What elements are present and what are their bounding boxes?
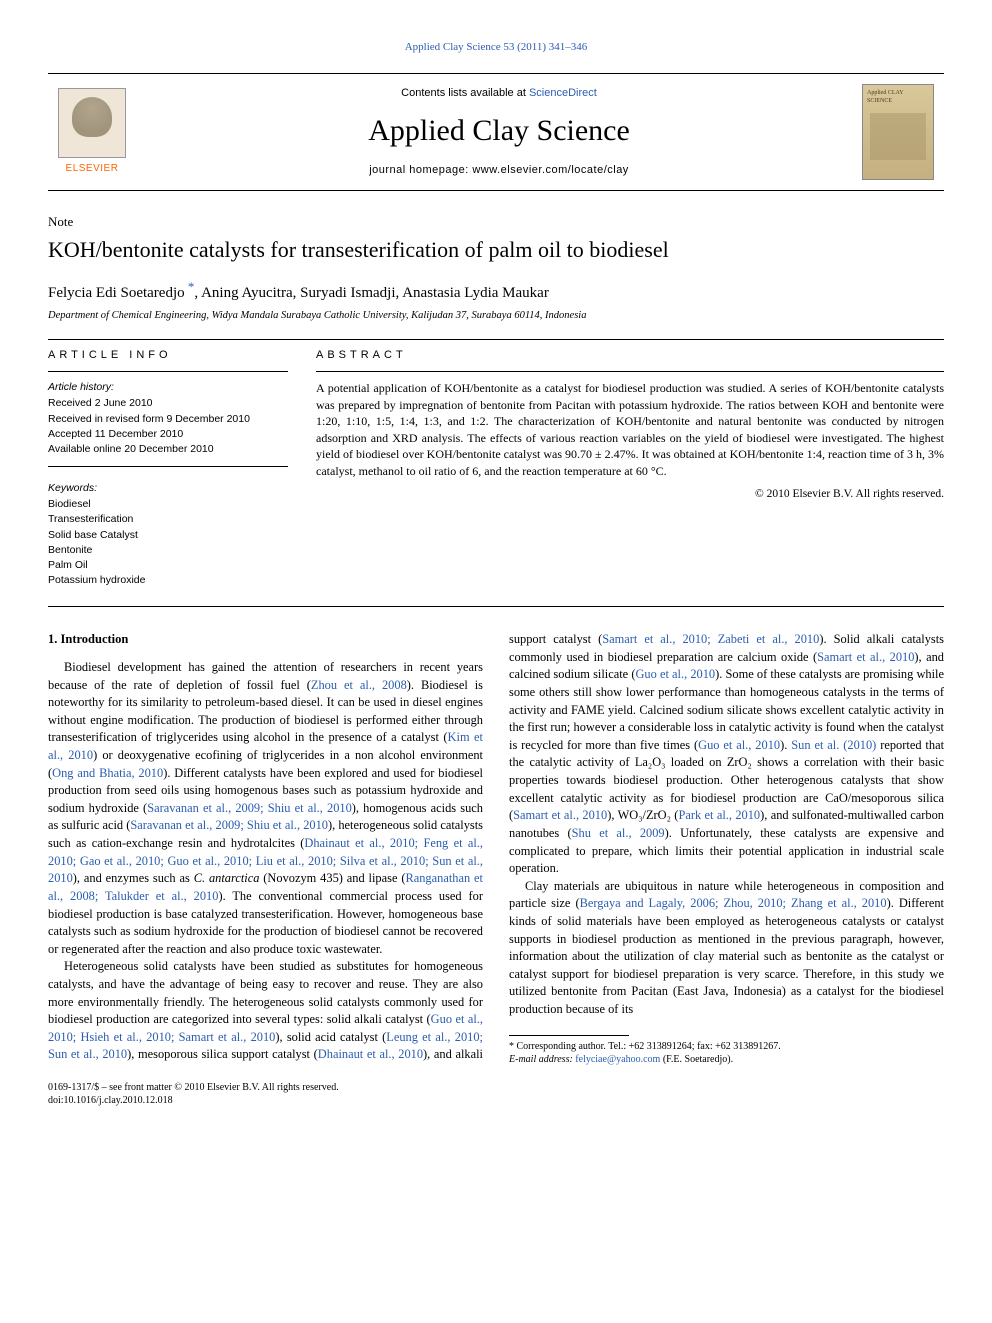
sciencedirect-link[interactable]: ScienceDirect (529, 87, 597, 99)
citation-link[interactable]: Samart et al., 2010 (513, 808, 607, 822)
citation-link[interactable]: Park et al., 2010 (678, 808, 760, 822)
publisher-name: ELSEVIER (66, 162, 119, 176)
keyword: Palm Oil (48, 558, 288, 572)
abstract-copyright: © 2010 Elsevier B.V. All rights reserved… (316, 487, 944, 503)
page-footer: 0169-1317/$ – see front matter © 2010 El… (48, 1081, 944, 1107)
citation-link[interactable]: Saravanan et al., 2009; Shiu et al., 201… (147, 801, 352, 815)
footnote-separator (509, 1035, 629, 1036)
citation-link[interactable]: Shu et al., 2009 (572, 826, 665, 840)
citation-link[interactable]: Samart et al., 2010 (817, 650, 914, 664)
citation-link[interactable]: Dhainaut et al., 2010 (318, 1047, 423, 1061)
author-list: Felycia Edi Soetaredjo *, Aning Ayucitra… (48, 278, 944, 303)
history-label: Article history: (48, 380, 288, 394)
divider (48, 371, 288, 372)
keyword: Potassium hydroxide (48, 573, 288, 587)
author-name[interactable]: Aning Ayucitra (201, 285, 293, 301)
article-type: Note (48, 213, 944, 231)
body-text: 1. Introduction Biodiesel development ha… (48, 631, 944, 1066)
paragraph: Biodiesel development has gained the att… (48, 659, 483, 958)
divider (316, 371, 944, 372)
divider (48, 606, 944, 607)
author-name[interactable]: Anastasia Lydia Maukar (402, 285, 549, 301)
keyword: Bentonite (48, 543, 288, 557)
corresponding-mark-icon: * (185, 279, 195, 294)
citation-link[interactable]: Saravanan et al., 2009; Shiu et al., 201… (130, 818, 328, 832)
keyword: Solid base Catalyst (48, 528, 288, 542)
journal-citation: Applied Clay Science 53 (2011) 341–346 (48, 40, 944, 55)
elsevier-tree-icon (58, 88, 126, 158)
keyword: Transesterification (48, 512, 288, 526)
keyword: Biodiesel (48, 497, 288, 511)
citation-link[interactable]: Bergaya and Lagaly, 2006; Zhou, 2010; Zh… (580, 896, 887, 910)
affiliation: Department of Chemical Engineering, Widy… (48, 309, 944, 323)
author-name[interactable]: Suryadi Ismadji (300, 285, 395, 301)
masthead: ELSEVIER Contents lists available at Sci… (48, 73, 944, 191)
email-label: E-mail address: (509, 1054, 573, 1065)
publisher-logo-block: ELSEVIER (48, 88, 136, 176)
corresponding-footnote: * Corresponding author. Tel.: +62 313891… (509, 1040, 944, 1067)
article-info-heading: ARTICLE INFO (48, 348, 288, 363)
history-item: Available online 20 December 2010 (48, 442, 288, 456)
paragraph: Clay materials are ubiquitous in nature … (509, 878, 944, 1019)
citation-link[interactable]: Samart et al., 2010; Zabeti et al., 2010 (602, 632, 819, 646)
doi-line: doi:10.1016/j.clay.2010.12.018 (48, 1094, 339, 1107)
email-attribution: (F.E. Soetaredjo). (663, 1054, 733, 1065)
section-heading-intro: 1. Introduction (48, 631, 483, 649)
citation-link[interactable]: Ong and Bhatia, 2010 (52, 766, 163, 780)
keywords-label: Keywords: (48, 481, 288, 495)
history-item: Accepted 11 December 2010 (48, 427, 288, 441)
citation-link[interactable]: Zhou et al., 2008 (311, 678, 407, 692)
journal-name: Applied Clay Science (136, 111, 862, 152)
divider (48, 466, 288, 467)
abstract-heading: ABSTRACT (316, 348, 944, 363)
species-name: C. antarctica (194, 871, 260, 885)
author-name[interactable]: Felycia Edi Soetaredjo (48, 285, 185, 301)
abstract-text: A potential application of KOH/bentonite… (316, 380, 944, 479)
article-title: KOH/bentonite catalysts for transesterif… (48, 236, 944, 264)
history-item: Received in revised form 9 December 2010 (48, 412, 288, 426)
history-item: Received 2 June 2010 (48, 396, 288, 410)
abstract-block: ABSTRACT A potential application of KOH/… (316, 348, 944, 588)
citation-link[interactable]: Guo et al., 2010 (698, 738, 780, 752)
journal-homepage: journal homepage: www.elsevier.com/locat… (136, 163, 862, 178)
front-matter-line: 0169-1317/$ – see front matter © 2010 El… (48, 1081, 339, 1094)
citation-link[interactable]: Guo et al., 2010 (635, 667, 715, 681)
email-link[interactable]: felyciae@yahoo.com (575, 1054, 660, 1065)
divider (48, 339, 944, 340)
citation-link[interactable]: Sun et al. (2010) (791, 738, 876, 752)
contents-prefix: Contents lists available at (401, 87, 529, 99)
journal-cover-thumb: Applied CLAY SCIENCE (862, 84, 934, 180)
article-info-block: ARTICLE INFO Article history: Received 2… (48, 348, 288, 588)
contents-available: Contents lists available at ScienceDirec… (136, 86, 862, 101)
